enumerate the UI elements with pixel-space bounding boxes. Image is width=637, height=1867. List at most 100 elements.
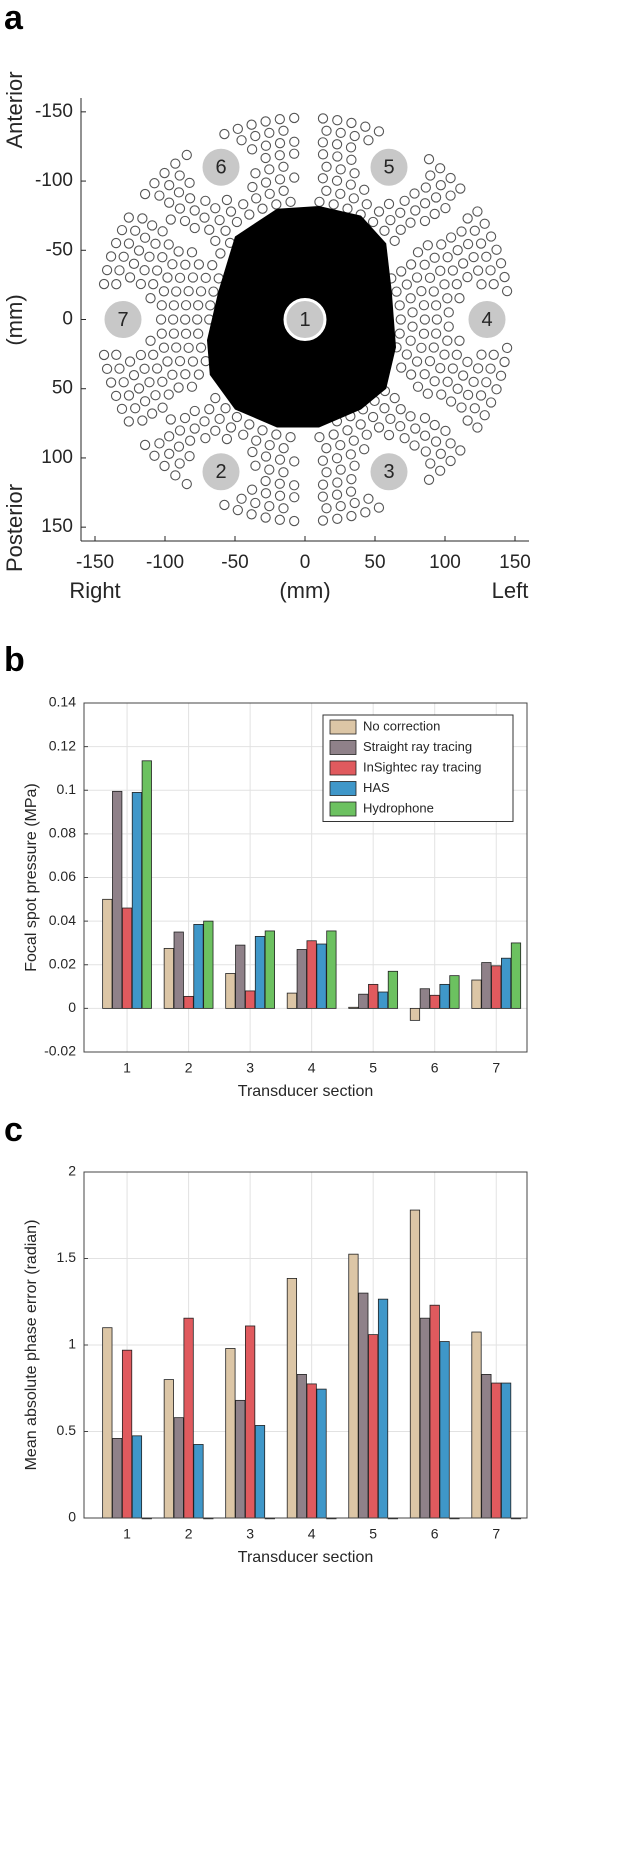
bar [193, 1444, 204, 1519]
transducer-element [274, 114, 285, 125]
transducer-element [247, 181, 258, 193]
transducer-element [154, 190, 165, 201]
transducer-element [442, 293, 453, 304]
x-tick-label: 100 [429, 552, 461, 573]
transducer-element [410, 423, 421, 434]
transducer-element [289, 456, 300, 467]
transducer-element [231, 216, 243, 228]
bar [225, 1348, 236, 1519]
transducer-element [321, 503, 332, 514]
transducer-element [278, 467, 289, 478]
transducer-element [418, 300, 430, 311]
transducer-element [232, 504, 243, 516]
transducer-element [472, 265, 484, 276]
bar [358, 1292, 369, 1519]
transducer-element [435, 448, 446, 459]
section-label: 6 [215, 157, 226, 179]
transducer-element [367, 411, 379, 423]
y-tick-label: 0.5 [57, 1422, 77, 1438]
bar [326, 930, 337, 1009]
transducer-element [396, 266, 407, 277]
x-tick-label: 0 [300, 552, 311, 573]
transducer-element [236, 493, 247, 504]
transducer-element [317, 149, 329, 160]
transducer-element [395, 421, 406, 432]
bar [377, 1298, 389, 1519]
transducer-element [150, 238, 161, 249]
transducer-element [412, 381, 424, 392]
transducer-element [220, 225, 231, 236]
transducer-element [342, 425, 353, 436]
transducer-element [399, 432, 410, 444]
transducer-element [335, 500, 346, 512]
transducer-element [328, 199, 339, 210]
transducer-element [167, 314, 179, 325]
legend-swatch [329, 801, 357, 817]
transducer-element [260, 475, 271, 487]
transducer-element [317, 479, 329, 490]
transducer-element [174, 425, 186, 436]
transducer-element [184, 450, 195, 462]
transducer-element [244, 419, 255, 430]
transducer-element [462, 389, 474, 401]
transducer-element [501, 342, 513, 354]
bar [429, 994, 440, 1009]
transducer-element [445, 455, 456, 467]
y-tick-label: 150 [41, 516, 73, 537]
transducer-element [186, 381, 198, 392]
transducer-element [219, 499, 230, 511]
transducer-element [456, 226, 467, 237]
transducer-element [383, 429, 395, 441]
bar [102, 898, 113, 1009]
transducer-element [150, 390, 161, 401]
transducer-element [274, 138, 286, 149]
transducer-element [405, 259, 417, 270]
transducer-element [442, 252, 453, 263]
transducer-element [485, 265, 496, 276]
bar [501, 1382, 512, 1519]
transducer-element [285, 431, 296, 443]
transducer-element [419, 259, 430, 270]
transducer-element [335, 440, 346, 451]
y-tick-label: 1.5 [57, 1249, 77, 1265]
transducer-element [367, 216, 379, 228]
transducer-element [144, 377, 155, 388]
transducer-element [193, 300, 204, 311]
transducer-element [394, 300, 405, 311]
transducer-element [264, 164, 275, 175]
x-tick-label: 2 [185, 1526, 193, 1542]
transducer-element [488, 279, 499, 290]
legend-label: No correction [363, 718, 440, 733]
transducer-element [317, 137, 329, 148]
section-marker [367, 145, 411, 189]
bar [254, 1425, 266, 1519]
x-tick-label: 6 [431, 1526, 439, 1542]
transducer-element [179, 215, 191, 227]
transducer-element [174, 355, 186, 367]
bar [141, 760, 152, 1009]
bar [121, 1349, 133, 1519]
transducer-element [174, 458, 185, 469]
transducer-element [447, 265, 459, 276]
x-tick-label: 50 [364, 552, 385, 573]
transducer-element [435, 363, 446, 374]
transducer-element [411, 356, 423, 367]
transducer-element [146, 408, 158, 419]
bar [203, 920, 214, 1009]
transducer-element [174, 272, 186, 284]
transducer-element [260, 177, 272, 188]
bar [121, 907, 133, 1009]
transducer-element [271, 429, 282, 440]
transducer-element [164, 448, 175, 459]
x-tick-label: -150 [76, 552, 114, 573]
transducer-element [271, 199, 282, 210]
transducer-element [189, 205, 200, 216]
transducer-element [328, 429, 339, 440]
x-tick-label: 1 [123, 1526, 131, 1542]
transducer-element [157, 402, 168, 413]
transducer-element [264, 440, 275, 451]
transducer-element [468, 251, 479, 263]
transducer-element [123, 416, 134, 427]
bar [286, 992, 298, 1009]
